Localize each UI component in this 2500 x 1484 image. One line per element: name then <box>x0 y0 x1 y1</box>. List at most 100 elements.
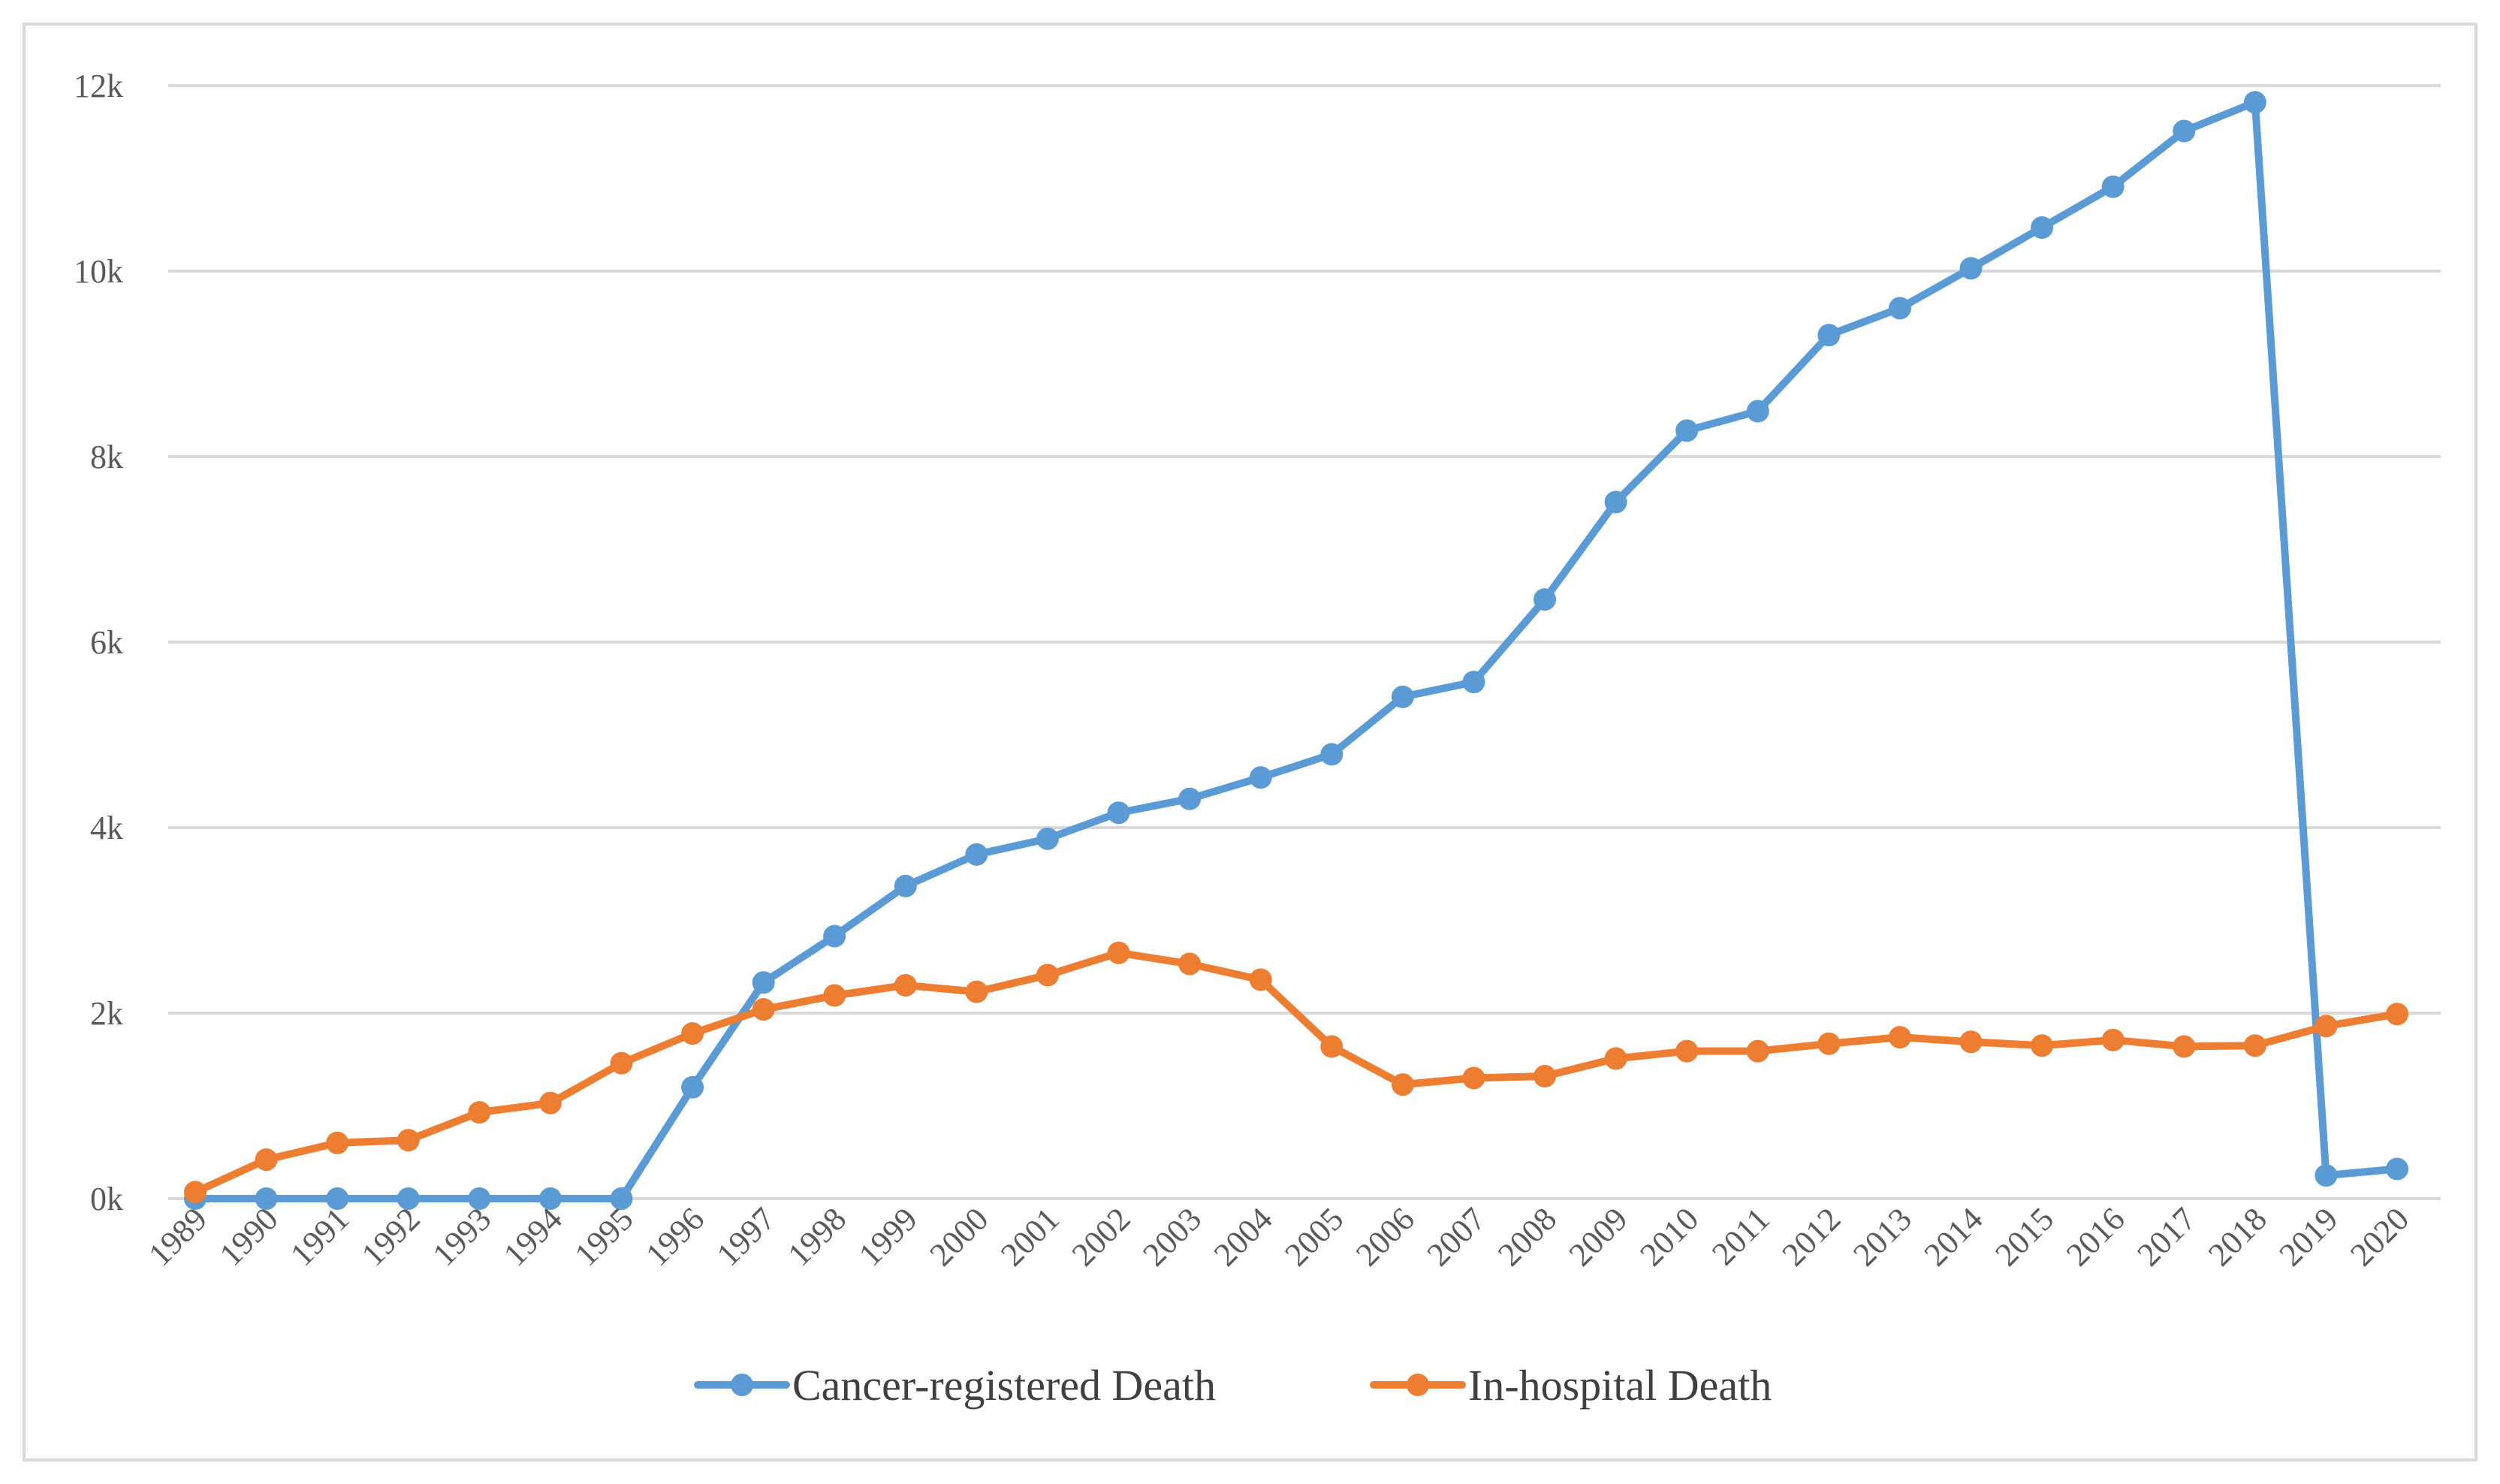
data-point-cancer-registered-death-2016 <box>2101 175 2125 198</box>
data-point-in-hospital-death-2018 <box>2243 1034 2266 1057</box>
x-tick-label: 2003 <box>1135 1200 1208 1273</box>
data-point-cancer-registered-death-2004 <box>1249 766 1272 789</box>
data-point-cancer-registered-death-2005 <box>1320 743 1343 766</box>
data-point-cancer-registered-death-1997 <box>752 971 775 994</box>
x-tick-label: 2008 <box>1491 1200 1564 1273</box>
data-point-in-hospital-death-2002 <box>1107 941 1130 964</box>
data-point-in-hospital-death-1998 <box>823 984 846 1007</box>
data-point-cancer-registered-death-1993 <box>468 1187 491 1210</box>
data-point-cancer-registered-death-2002 <box>1107 801 1130 825</box>
x-tick-label: 1997 <box>710 1200 783 1273</box>
data-point-in-hospital-death-1991 <box>326 1131 349 1154</box>
data-point-in-hospital-death-2008 <box>1533 1064 1557 1087</box>
data-point-cancer-registered-death-2006 <box>1391 685 1414 708</box>
series-in-hospital-death <box>184 941 2408 1204</box>
chart-frame: 0k 2k 4k 6k 8k 10k 12k 1989 1990 1991 1992 1993 199… <box>23 23 2477 1461</box>
data-point-in-hospital-death-2020 <box>2386 1003 2408 1026</box>
data-point-cancer-registered-death-2013 <box>1888 297 1911 320</box>
x-tick-label: 2006 <box>1349 1200 1422 1273</box>
data-point-cancer-registered-death-2001 <box>1036 827 1059 850</box>
x-tick-label: 2019 <box>2272 1200 2345 1273</box>
data-point-in-hospital-death-2019 <box>2315 1015 2338 1038</box>
data-point-in-hospital-death-2014 <box>1959 1030 1983 1054</box>
legend-marker-in-hospital-death <box>1407 1374 1429 1396</box>
data-point-cancer-registered-death-2000 <box>965 843 988 866</box>
y-tick-label: 2k <box>90 995 123 1032</box>
data-point-cancer-registered-death-1996 <box>681 1075 704 1099</box>
data-point-in-hospital-death-2016 <box>2101 1028 2125 1051</box>
data-point-in-hospital-death-2017 <box>2173 1035 2196 1058</box>
data-point-cancer-registered-death-2018 <box>2243 91 2266 114</box>
legend-label-in-hospital-death: In-hospital Death <box>1468 1361 1772 1410</box>
data-point-cancer-registered-death-1994 <box>538 1187 562 1210</box>
y-tick-label: 10k <box>74 253 123 290</box>
legend-item-in-hospital-death: In-hospital Death <box>1370 1361 1772 1410</box>
data-point-in-hospital-death-2001 <box>1036 964 1059 987</box>
x-tick-label: 2017 <box>2130 1200 2203 1273</box>
y-tick-label: 6k <box>90 624 123 661</box>
data-point-in-hospital-death-2012 <box>1817 1032 1841 1055</box>
y-tick-label: 0k <box>90 1181 123 1217</box>
x-tick-label: 2001 <box>994 1200 1066 1273</box>
x-tick-label: 2014 <box>1917 1200 1990 1273</box>
legend-marker-cancer-registered-death <box>731 1374 753 1396</box>
data-point-cancer-registered-death-2009 <box>1604 490 1627 514</box>
data-point-cancer-registered-death-2012 <box>1817 324 1841 347</box>
legend-label-cancer-registered-death: Cancer-registered Death <box>792 1361 1216 1410</box>
data-point-in-hospital-death-1990 <box>255 1148 278 1172</box>
data-point-in-hospital-death-1989 <box>184 1181 207 1204</box>
data-point-cancer-registered-death-2008 <box>1533 588 1557 611</box>
data-point-cancer-registered-death-2014 <box>1959 257 1983 280</box>
data-point-cancer-registered-death-1992 <box>397 1187 420 1210</box>
data-point-cancer-registered-death-2019 <box>2315 1164 2338 1187</box>
data-point-cancer-registered-death-1999 <box>894 874 917 897</box>
data-point-in-hospital-death-2006 <box>1391 1073 1414 1096</box>
x-tick-label: 2007 <box>1420 1200 1493 1273</box>
data-point-cancer-registered-death-2007 <box>1462 671 1485 694</box>
data-point-cancer-registered-death-1995 <box>610 1187 633 1210</box>
x-tick-label: 1999 <box>852 1200 924 1273</box>
x-tick-label: 1992 <box>354 1200 427 1273</box>
data-point-in-hospital-death-1999 <box>894 973 917 997</box>
data-point-in-hospital-death-1997 <box>752 998 775 1021</box>
x-tick-label: 2013 <box>1846 1200 1919 1273</box>
data-point-cancer-registered-death-2017 <box>2173 119 2196 143</box>
series-line-cancer-registered-death <box>191 98 2401 1202</box>
data-point-cancer-registered-death-2003 <box>1178 787 1202 810</box>
gridlines <box>168 84 2441 1200</box>
legend-item-cancer-registered-death: Cancer-registered Death <box>694 1361 1216 1410</box>
data-point-in-hospital-death-2011 <box>1746 1039 1769 1063</box>
x-tick-label: 2005 <box>1277 1200 1350 1273</box>
data-point-cancer-registered-death-2011 <box>1746 400 1769 423</box>
x-tick-label: 1989 <box>141 1200 214 1273</box>
series-lines <box>184 91 2408 1210</box>
data-point-cancer-registered-death-1990 <box>255 1187 278 1210</box>
x-tick-label: 1995 <box>568 1200 641 1273</box>
data-point-in-hospital-death-1993 <box>468 1101 491 1124</box>
data-point-in-hospital-death-2003 <box>1178 952 1202 976</box>
series-cancer-registered-death <box>184 91 2408 1210</box>
x-tick-label: 2020 <box>2343 1200 2416 1273</box>
data-point-in-hospital-death-2010 <box>1675 1039 1699 1063</box>
data-point-in-hospital-death-1994 <box>538 1091 562 1115</box>
x-tick-label: 2011 <box>1705 1200 1777 1272</box>
legend: Cancer-registered Death In-hospital Death <box>694 1361 1772 1410</box>
x-tick-label: 1991 <box>283 1200 356 1273</box>
data-point-cancer-registered-death-1991 <box>326 1187 349 1210</box>
data-point-cancer-registered-death-2015 <box>2031 216 2054 239</box>
data-point-cancer-registered-death-2010 <box>1675 419 1699 442</box>
x-tick-label: 2004 <box>1207 1200 1280 1273</box>
data-point-in-hospital-death-2013 <box>1888 1026 1911 1049</box>
x-tick-label: 2018 <box>2201 1200 2274 1273</box>
x-axis-tick-labels: 1989199019911992199319941995199619971998… <box>141 1200 2416 1273</box>
y-tick-label: 12k <box>74 68 123 104</box>
data-point-in-hospital-death-1996 <box>681 1022 704 1045</box>
x-tick-label: 2012 <box>1775 1200 1848 1273</box>
data-point-in-hospital-death-2005 <box>1320 1035 1343 1058</box>
x-tick-label: 2010 <box>1633 1200 1705 1273</box>
x-tick-label: 2000 <box>923 1200 996 1273</box>
series-line-in-hospital-death <box>191 949 2401 1196</box>
data-point-in-hospital-death-2009 <box>1604 1047 1627 1070</box>
x-tick-label: 1998 <box>780 1200 853 1273</box>
